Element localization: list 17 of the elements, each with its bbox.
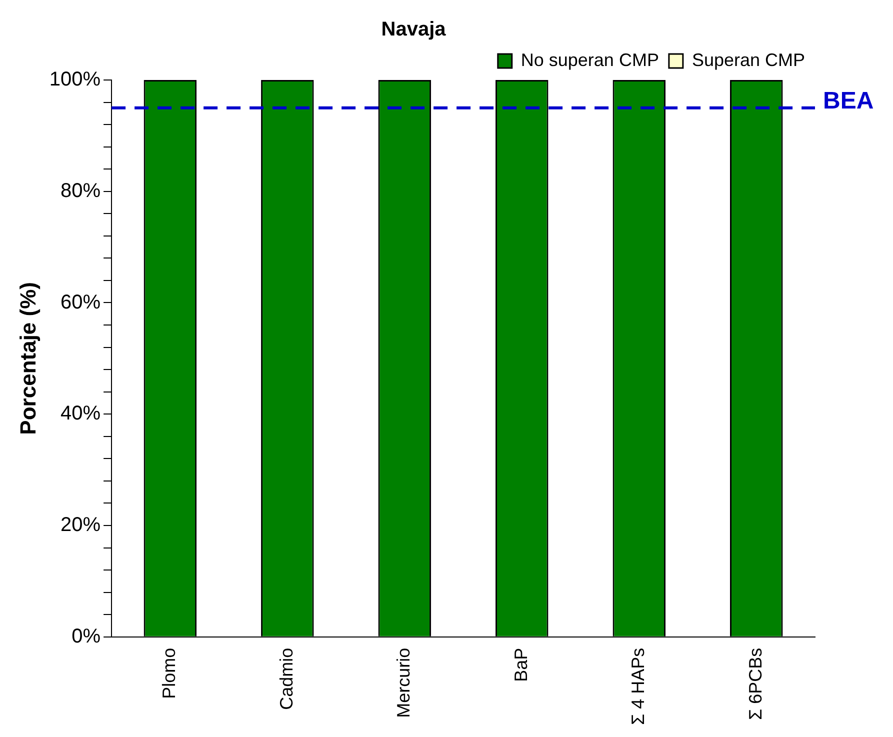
chart-title: Navaja [381,18,447,41]
y-tick-label: 40% [60,402,101,425]
x-tick-label: Σ 4 HAPs [628,648,648,726]
y-tick-label: 100% [49,68,101,91]
x-tick-label: Σ 6PCBs [745,648,766,720]
y-tick-label: 60% [60,291,101,314]
x-tick-label: Plomo [159,648,180,699]
x-tick-label: Mercurio [394,648,414,718]
legend-label: Superan CMP [692,50,806,70]
y-tick-label: 20% [60,514,101,536]
y-tick-label: 0% [72,625,101,648]
ref-line-label: BEA [823,87,874,114]
y-axis-title: Porcentaje (%) [15,282,40,435]
x-tick-label: BaP [510,648,531,682]
y-tick-label: 80% [60,180,101,202]
legend-label: No superan CMP [520,50,659,70]
x-tick-label: Cadmio [276,648,296,710]
